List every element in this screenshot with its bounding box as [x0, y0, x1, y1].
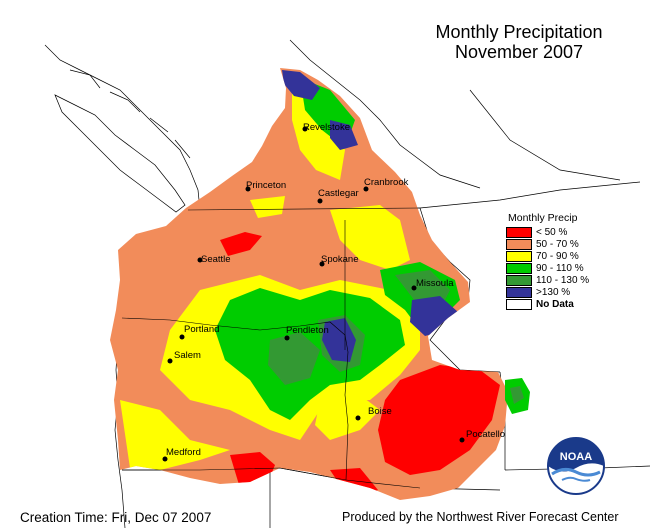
zone-130-north [282, 70, 320, 100]
zone-130-revelstoke [330, 120, 358, 150]
city-marker [319, 261, 325, 267]
city-boise: Boise [368, 406, 392, 417]
zone-70-90-south [120, 400, 230, 470]
legend-label: < 50 % [536, 226, 568, 238]
city-marker [317, 198, 323, 204]
city-marker [245, 186, 251, 192]
zone-130-pendleton [322, 318, 356, 362]
city-marker [162, 456, 168, 462]
city-castlegar: Castlegar [318, 188, 359, 199]
city-missoula: Missoula [416, 278, 454, 289]
noaa-logo-text: NOAA [560, 451, 592, 463]
zone-70-90-princeton [250, 196, 285, 218]
creation-time: Creation Time: Fri, Dec 07 2007 [20, 510, 212, 525]
city-pendleton: Pendleton [286, 325, 329, 336]
city-medford: Medford [166, 447, 201, 458]
city-portland: Portland [184, 324, 220, 335]
legend: Monthly Precip < 50 % 50 - 70 % 70 - 90 … [506, 212, 622, 310]
city-marker [284, 335, 290, 341]
legend-item: 70 - 90 % [506, 250, 622, 262]
city-pocatello: Pocatello [466, 429, 506, 440]
legend-item: >130 % [506, 286, 622, 298]
producer-credit: Produced by the Northwest River Forecast… [342, 510, 619, 524]
city-seattle: Seattle [201, 254, 231, 265]
city-marker [197, 257, 203, 263]
city-marker [459, 437, 465, 443]
city-marker [167, 358, 173, 364]
legend-label: 70 - 90 % [536, 250, 579, 262]
city-salem: Salem [174, 350, 201, 361]
border-east [419, 181, 641, 209]
border-bc-alberta [289, 39, 481, 189]
vancouver-island [54, 94, 186, 213]
legend-swatch [506, 298, 532, 310]
legend-label: No Data [536, 298, 574, 310]
legend-label: 50 - 70 % [536, 238, 579, 250]
legend-item: 50 - 70 % [506, 238, 622, 250]
legend-swatch [506, 226, 532, 238]
map-title: Monthly Precipitation [435, 22, 603, 42]
legend-swatch [506, 286, 532, 298]
legend-swatch [506, 238, 532, 250]
legend-swatch [506, 262, 532, 274]
border-mt-nd [469, 89, 621, 181]
city-markers [162, 126, 465, 462]
noaa-logo-icon: NOAA [547, 437, 605, 495]
city-cranbrook: Cranbrook [364, 177, 409, 188]
zone-70-90-castlegar [330, 205, 410, 270]
legend-label: 110 - 130 % [536, 274, 590, 286]
city-revelstoke: Revelstoke [303, 122, 350, 133]
legend-item: No Data [506, 298, 622, 310]
zone-under-50-seattle [220, 232, 262, 256]
zone-70-90-north [292, 90, 345, 180]
city-marker [355, 415, 361, 421]
city-marker [179, 334, 185, 340]
zone-wy-inset-inner [510, 386, 524, 404]
legend-item: < 50 % [506, 226, 622, 238]
legend-item: 110 - 130 % [506, 274, 622, 286]
legend-label: 90 - 110 % [536, 262, 584, 274]
city-spokane: Spokane [321, 254, 359, 265]
zone-110-130 [268, 332, 320, 385]
zone-under-50-pocatello [378, 365, 500, 475]
legend-swatch [506, 250, 532, 262]
city-marker [302, 126, 308, 132]
legend-title: Monthly Precip [508, 212, 578, 224]
coast-inlets [69, 69, 191, 159]
city-marker [363, 186, 369, 192]
map-subtitle: November 2007 [454, 42, 584, 62]
city-marker [411, 285, 417, 291]
overlay-borders [121, 207, 421, 489]
legend-item: 90 - 110 % [506, 262, 622, 274]
city-princeton: Princeton [246, 180, 287, 191]
legend-swatch [506, 274, 532, 286]
legend-label: >130 % [536, 286, 571, 298]
